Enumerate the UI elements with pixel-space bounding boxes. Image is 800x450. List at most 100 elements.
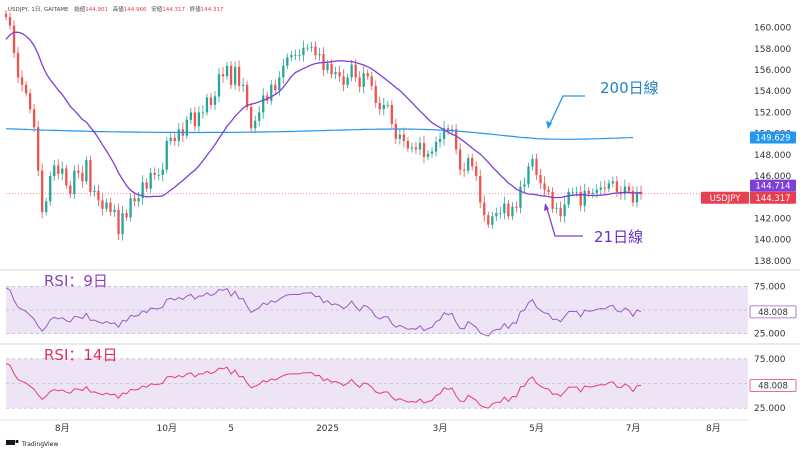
candle-body: [254, 120, 257, 129]
close-value: 144.317: [201, 7, 224, 13]
x-tick-label: 3月: [433, 423, 448, 434]
candle-body: [8, 17, 12, 26]
candle-body: [483, 202, 486, 216]
candle-body: [491, 216, 494, 225]
candle-body: [326, 63, 329, 70]
candle-body: [579, 191, 582, 206]
candle-body: [278, 77, 281, 91]
ma200-badge-value: 149.629: [755, 134, 790, 144]
rsi9-line: [5, 287, 642, 337]
x-tick-label: 8月: [706, 423, 721, 434]
tradingview-logo-icon: [6, 440, 15, 445]
ma200-arrowhead: [546, 121, 552, 129]
candle-body: [563, 204, 566, 217]
ma200-annotation-arrow: [547, 95, 585, 129]
candle-body: [631, 190, 635, 203]
candle-body: [575, 191, 578, 193]
candle-body: [342, 76, 345, 85]
candle-body: [406, 141, 410, 149]
candle-body: [262, 95, 265, 113]
candle-body: [402, 134, 406, 141]
candle-body: [374, 85, 377, 103]
candle-body: [599, 187, 602, 190]
candle-body: [145, 182, 148, 189]
x-tick-label: 7月: [626, 423, 641, 434]
candle-body: [330, 63, 333, 75]
candle-body: [362, 73, 365, 87]
candle-body: [245, 84, 249, 108]
high-value: 144.966: [124, 7, 147, 13]
candle-body: [290, 55, 293, 58]
candle-body: [302, 47, 305, 56]
candle-body: [366, 73, 369, 77]
candle-body: [422, 143, 426, 157]
candle-body: [454, 129, 458, 150]
candle-body: [105, 202, 108, 209]
price-tick-label: 160.000: [754, 24, 791, 34]
candle-body: [587, 190, 590, 194]
price-tick-label: 156.000: [754, 66, 791, 76]
candle-body: [555, 207, 558, 209]
candle-body: [515, 206, 518, 208]
candle-body: [57, 165, 60, 174]
candle-body: [221, 74, 225, 77]
candle-body: [217, 74, 221, 97]
candle-body: [310, 46, 313, 48]
price-tick-label: 152.000: [754, 108, 791, 118]
candle-body: [77, 170, 80, 173]
last-price-badge-value: 144.317: [755, 194, 790, 204]
candle-body: [394, 124, 397, 139]
candle-body: [45, 201, 48, 213]
candle-body: [133, 198, 136, 202]
candle-body: [298, 55, 301, 56]
rsi-tick-label: 75.000: [754, 355, 786, 365]
candle-body: [173, 137, 176, 141]
close-label: 終値: [190, 5, 202, 13]
candle-body: [73, 170, 76, 194]
usdjpy-badge: USDJPY 144.317: [701, 191, 796, 204]
candle-body: [37, 127, 40, 171]
candle-body: [165, 141, 168, 170]
candle-body: [338, 72, 341, 77]
candle-body: [623, 186, 627, 194]
high-label: 高値: [113, 5, 125, 13]
candle-body: [197, 112, 201, 127]
header-symbol: USDJPY, 1日, GAITAME: [8, 6, 69, 13]
candle-body: [479, 175, 482, 203]
candle-body: [53, 165, 56, 176]
rsi-tick-label: 25.000: [754, 404, 786, 414]
candle-body: [101, 200, 104, 209]
candle-body: [410, 147, 414, 149]
candle-body: [583, 190, 586, 206]
candle-body: [24, 84, 28, 94]
candle-body: [499, 213, 502, 214]
candle-body: [93, 190, 96, 192]
candle-body: [177, 129, 180, 141]
candle-body: [535, 159, 538, 175]
candle-body: [591, 192, 594, 194]
rsi9-badge: 48.008: [749, 305, 797, 319]
price-tick-label: 138.000: [754, 257, 791, 267]
candle-body: [49, 175, 52, 202]
candle-body: [225, 65, 229, 77]
rsi9-title: RSI：9日: [44, 272, 108, 290]
chart-header: USDJPY, 1日, GAITAME 始値144.901 高値144.966 …: [8, 5, 224, 13]
candle-body: [442, 128, 446, 139]
candle-body: [467, 157, 470, 171]
candle-body: [61, 168, 64, 174]
candle-body: [169, 137, 172, 141]
ma21-badge: 144.714: [750, 179, 796, 192]
candle-body: [487, 215, 490, 225]
x-tick-label: 10月: [157, 423, 177, 434]
usdjpy-badge-label: USDJPY: [710, 194, 742, 204]
price-tick-label: 142.000: [754, 214, 791, 224]
candle-body: [306, 47, 309, 49]
x-tick-label: 5: [228, 424, 234, 434]
tradingview-logo[interactable]: TradingView: [6, 439, 58, 448]
candle-body: [382, 104, 385, 110]
ma21-annotation: 21日線: [594, 228, 643, 246]
price-tick-label: 158.000: [754, 45, 791, 55]
candle-body: [463, 169, 466, 171]
candle-body: [386, 104, 389, 106]
